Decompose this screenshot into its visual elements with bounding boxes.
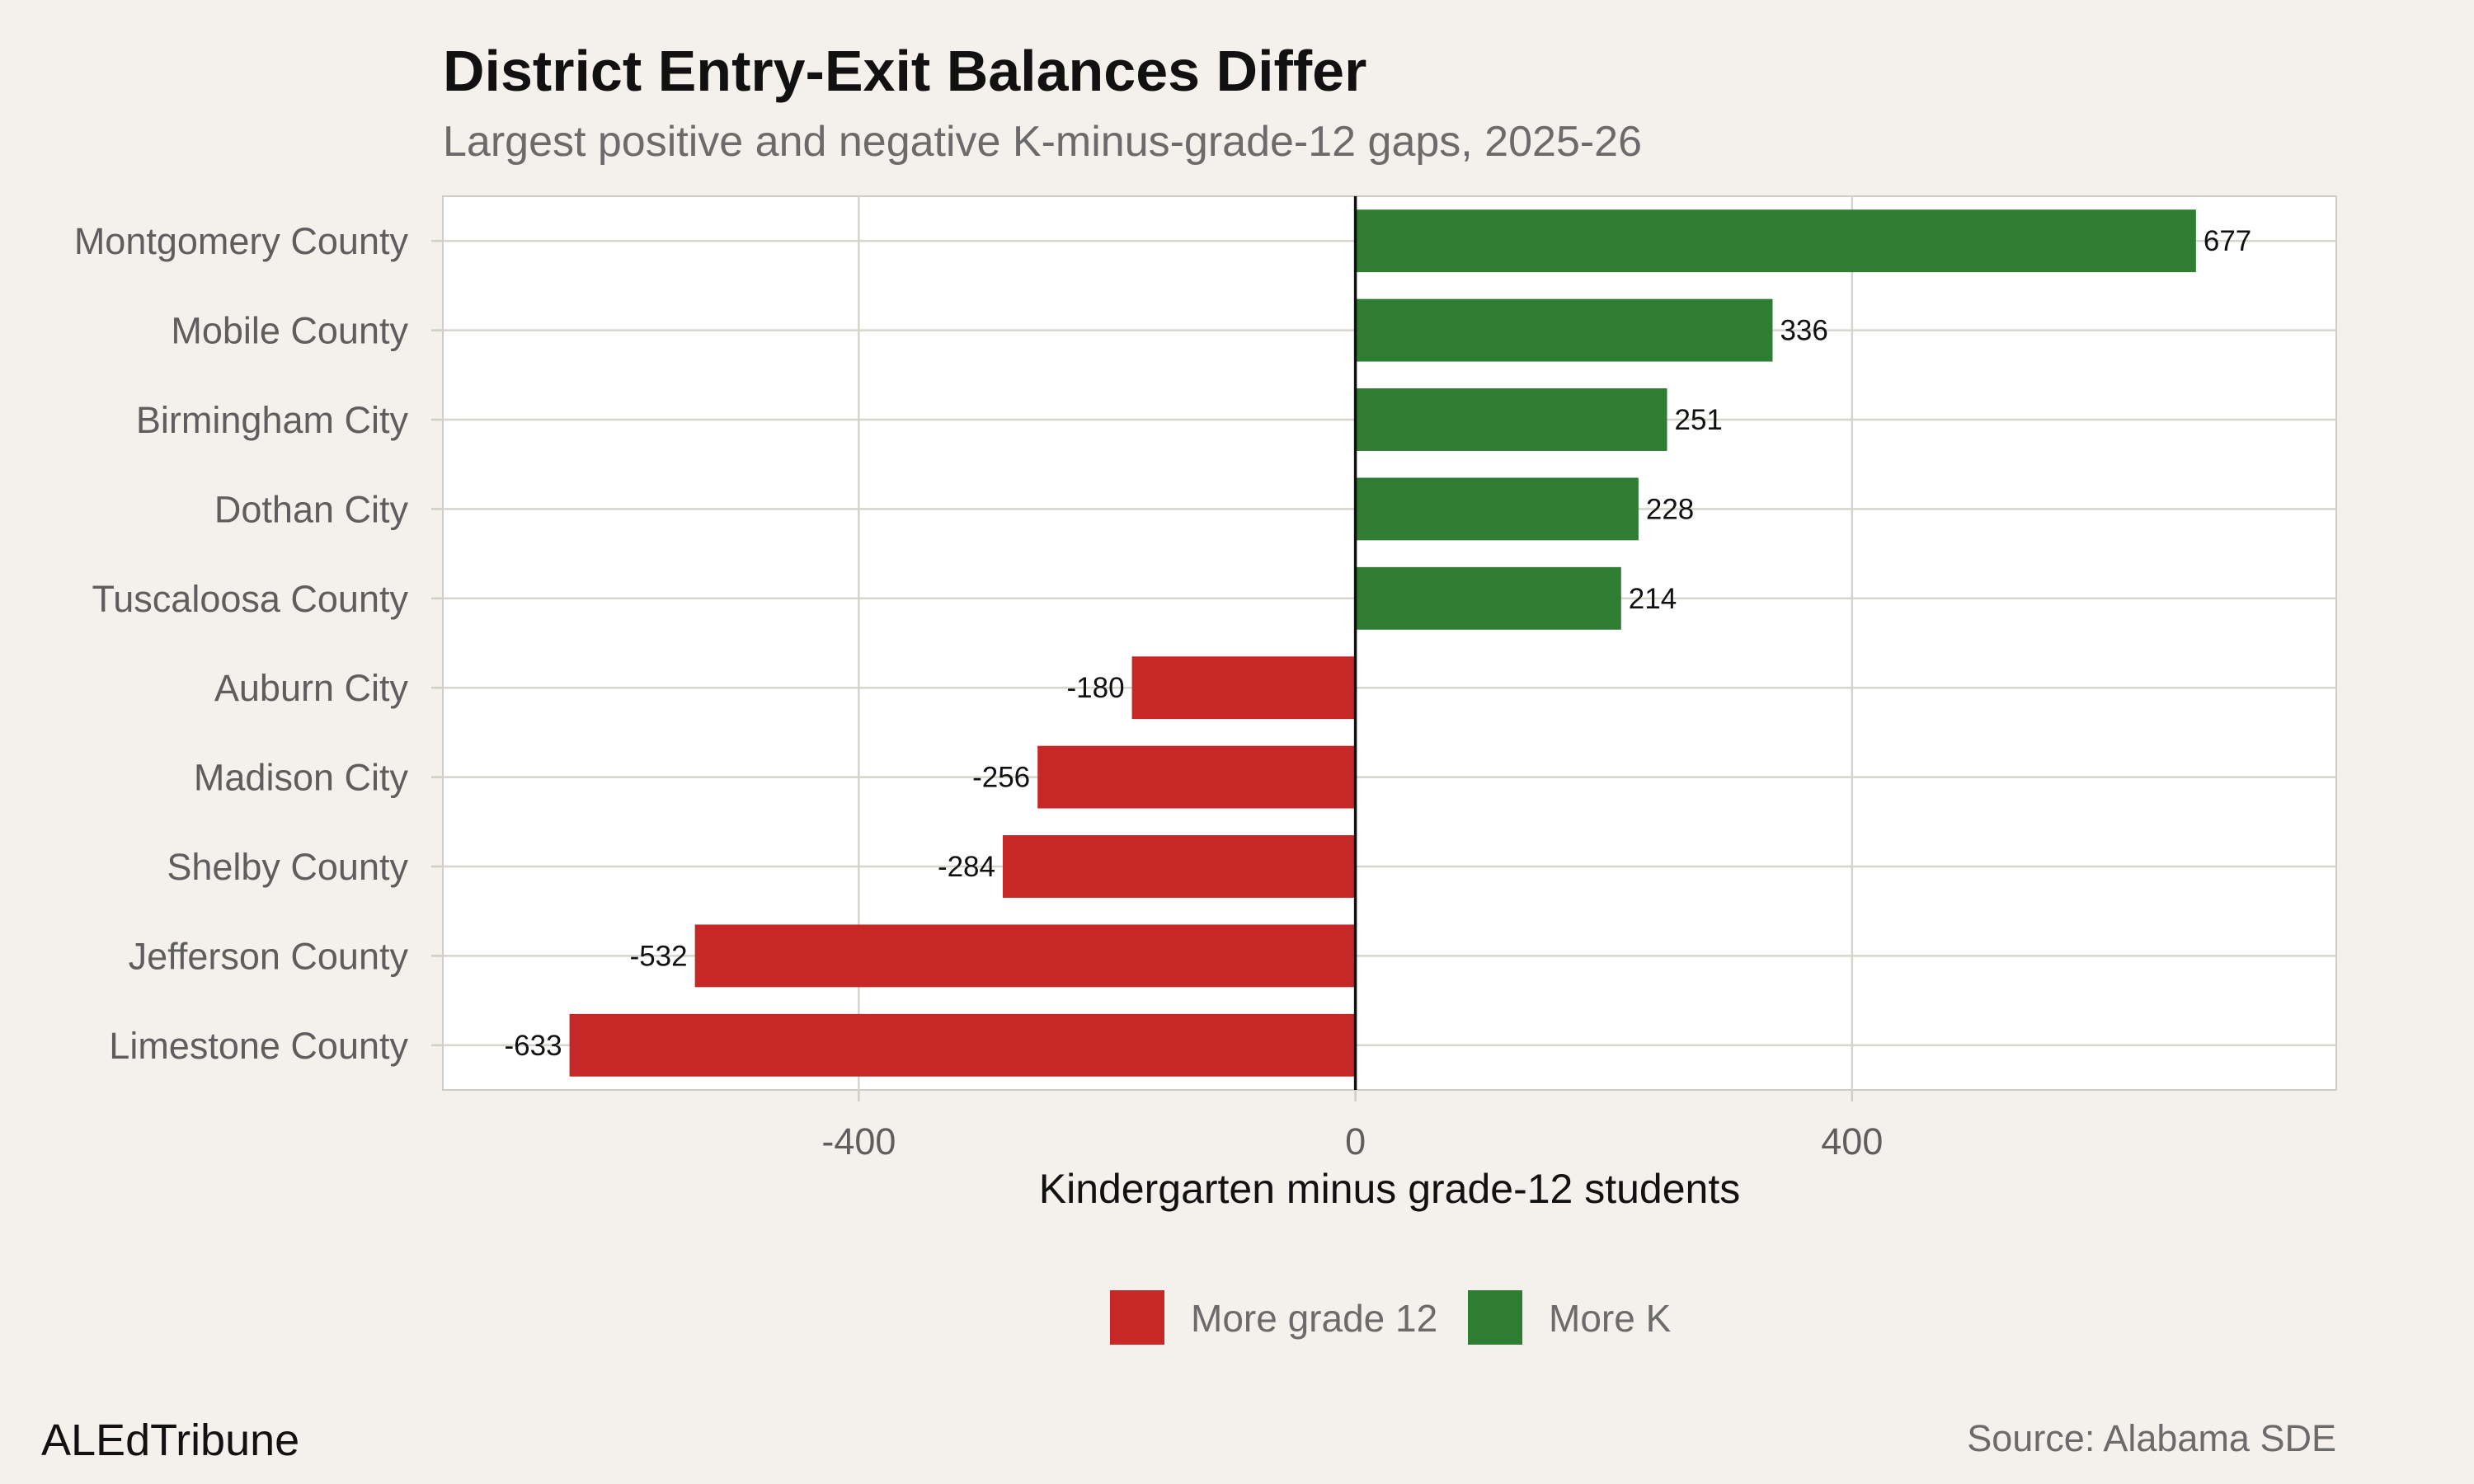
category-label: Montgomery County — [74, 220, 409, 262]
bar — [1037, 745, 1356, 809]
bar — [1003, 835, 1356, 898]
legend-label: More grade 12 — [1191, 1297, 1437, 1340]
category-label: Tuscaloosa County — [92, 578, 408, 620]
data-label: 336 — [1780, 315, 1827, 347]
x-tick-label: -400 — [821, 1120, 896, 1162]
category-label: Limestone County — [109, 1025, 408, 1067]
bar — [569, 1013, 1356, 1077]
bar — [1131, 656, 1356, 720]
bar — [1355, 477, 1639, 541]
chart-subtitle: Largest positive and negative K-minus-gr… — [443, 118, 1642, 166]
data-label: -256 — [972, 762, 1030, 794]
bar — [1355, 298, 1773, 362]
category-label: Mobile County — [171, 310, 408, 352]
x-axis-title: Kindergarten minus grade-12 students — [1039, 1166, 1741, 1212]
data-label: 251 — [1674, 404, 1722, 436]
category-label: Madison City — [194, 757, 409, 799]
data-label: 677 — [2204, 225, 2251, 257]
chart-title: District Entry-Exit Balances Differ — [443, 39, 1366, 103]
legend-label: More K — [1549, 1297, 1672, 1340]
data-label: -180 — [1067, 672, 1125, 704]
data-label: -532 — [630, 940, 688, 972]
bar — [1355, 209, 2196, 273]
bar — [694, 924, 1356, 988]
category-label: Auburn City — [214, 667, 409, 709]
labels: Montgomery County 677 Mobile County 336 Birm… — [74, 220, 2251, 1067]
bars — [569, 209, 2196, 1077]
data-label: 228 — [1646, 493, 1694, 525]
category-label: Jefferson County — [129, 935, 409, 977]
x-tick-label: 400 — [1821, 1120, 1883, 1162]
data-label: -284 — [938, 851, 995, 883]
source-label: Source: Alabama SDE — [1967, 1417, 2336, 1459]
brand-label: ALEdTribune — [41, 1416, 299, 1465]
bar — [1355, 566, 1621, 630]
category-label: Shelby County — [167, 846, 408, 888]
legend: More grade 12 More K — [1110, 1290, 1672, 1345]
legend-swatch — [1110, 1290, 1164, 1345]
data-label: 214 — [1629, 583, 1677, 615]
bar — [1355, 388, 1667, 451]
category-label: Birmingham City — [136, 399, 409, 441]
data-label: -633 — [505, 1030, 562, 1062]
x-tick-label: 0 — [1345, 1120, 1366, 1162]
category-label: Dothan City — [214, 488, 409, 530]
legend-swatch — [1468, 1290, 1522, 1345]
